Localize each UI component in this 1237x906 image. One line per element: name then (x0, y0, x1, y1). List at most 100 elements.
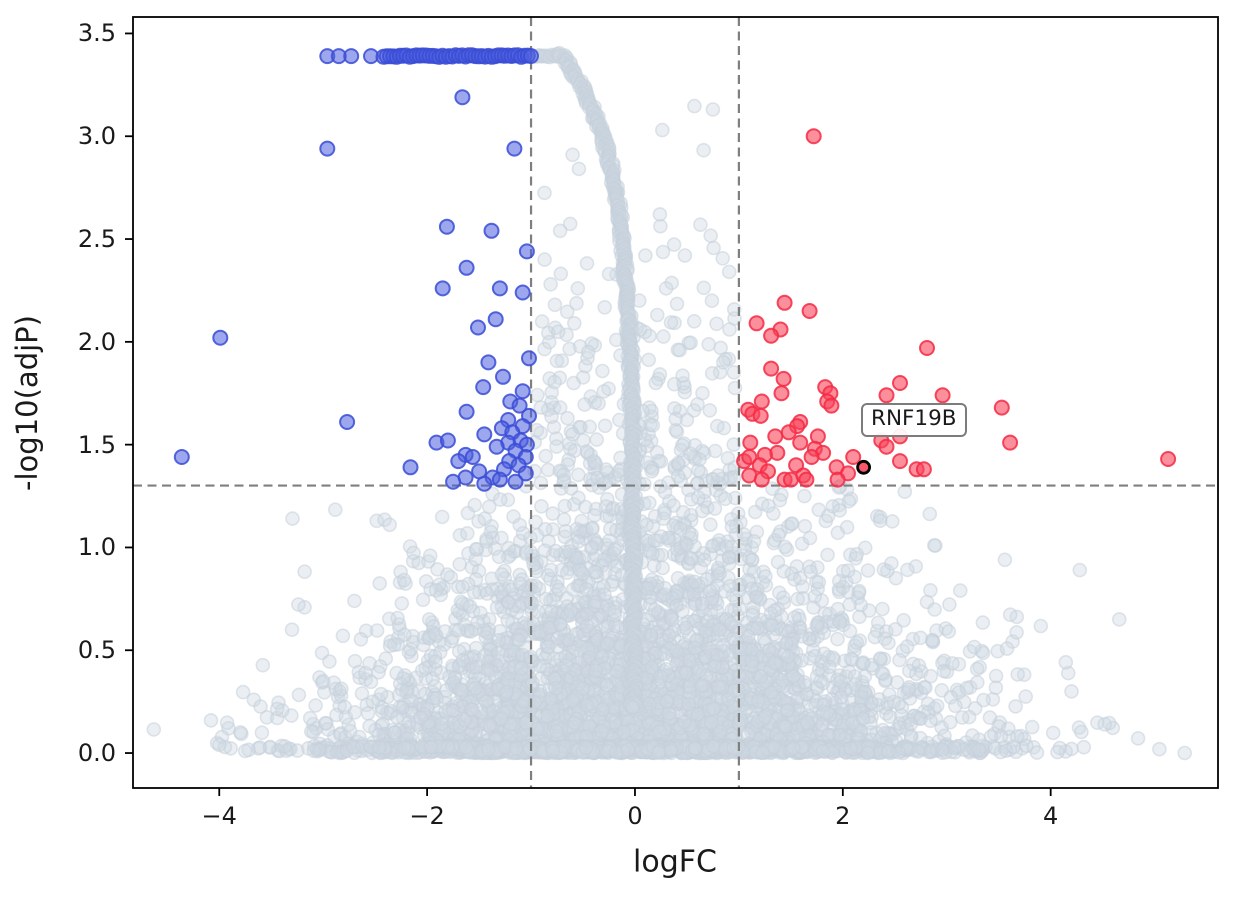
ns-point (1074, 724, 1089, 740)
ns-point (582, 419, 598, 435)
ns-point (1006, 739, 1021, 755)
ns-point (666, 237, 682, 252)
ns-point (538, 591, 554, 607)
ns-point (595, 363, 610, 379)
ns-point (369, 623, 385, 638)
ns-point (888, 621, 903, 637)
ns-point (434, 509, 450, 525)
ns-point (763, 685, 779, 700)
ns-point (545, 506, 561, 521)
ns-point (453, 682, 469, 697)
ns-point (657, 484, 673, 500)
ns-point (594, 649, 609, 664)
ns-point (809, 618, 825, 633)
ns-point (709, 316, 724, 332)
ns-point (840, 563, 856, 579)
ns-point (483, 524, 499, 540)
ns-point (285, 511, 300, 526)
ns-point (891, 744, 907, 760)
ns-point (406, 545, 421, 561)
ns-point (557, 498, 573, 514)
ns-point (570, 467, 586, 483)
ns-point (589, 432, 605, 447)
ns-point (913, 630, 928, 646)
ns-point (512, 576, 528, 591)
ns-point (1033, 618, 1049, 634)
ns-point (254, 725, 270, 741)
ns-point (607, 604, 622, 620)
ns-point (389, 665, 404, 681)
ns-point (559, 304, 575, 320)
ns-point (559, 658, 574, 673)
ns-point (482, 717, 497, 733)
ns-point (579, 256, 595, 271)
ns-point (584, 539, 600, 555)
ns-point (579, 581, 594, 597)
ns-point (1064, 741, 1079, 757)
ns-point (857, 684, 873, 700)
ns-point (709, 418, 725, 434)
ns-point (552, 400, 568, 415)
ns-point (566, 315, 582, 331)
ns-point (649, 307, 665, 323)
ns-point (371, 739, 387, 755)
ns-point (252, 740, 268, 755)
ns-point (394, 682, 410, 698)
ns-point (306, 743, 322, 759)
ns-point (541, 639, 556, 655)
ns-point (481, 499, 497, 515)
ns-point (669, 598, 684, 614)
ns-point (1076, 739, 1092, 755)
ns-point (976, 692, 991, 708)
ns-point (842, 597, 857, 612)
ns-point (705, 701, 721, 717)
ns-point (479, 586, 495, 601)
ns-point (540, 708, 555, 724)
ns-point (423, 739, 439, 755)
ns-point (569, 550, 585, 566)
ns-point (669, 643, 684, 659)
ns-point (704, 538, 720, 554)
ns-point (966, 639, 982, 655)
ns-point (567, 443, 583, 459)
ns-point (687, 574, 703, 590)
ns-point (745, 607, 760, 623)
ns-point (884, 514, 900, 529)
ns-point (463, 623, 479, 639)
ns-point (545, 743, 561, 759)
ns-point (706, 240, 721, 256)
ns-point (834, 689, 849, 705)
ns-point (537, 521, 553, 537)
ns-point (543, 276, 558, 292)
ns-point (849, 635, 865, 651)
ns-point (556, 467, 572, 483)
ns-point (501, 595, 516, 610)
ns-point (549, 439, 564, 454)
ns-point (386, 725, 402, 740)
ns-point (575, 681, 591, 697)
ns-point (534, 314, 550, 329)
ns-point (803, 564, 818, 580)
ns-point (253, 699, 268, 714)
ns-point (549, 724, 564, 739)
ns-point (726, 365, 742, 380)
ns-point (711, 679, 727, 695)
ns-point (870, 615, 886, 631)
ns-point (459, 525, 475, 541)
ns-point (843, 651, 859, 667)
ns-point (703, 228, 719, 243)
ns-point (811, 574, 827, 590)
ns-point (588, 594, 604, 610)
ns-point (901, 682, 917, 697)
ns-point (533, 400, 549, 415)
ns-point (468, 680, 483, 696)
ns-point (820, 547, 835, 563)
ns-point (1050, 744, 1065, 760)
ns-point (598, 499, 614, 514)
ns-point (587, 564, 603, 580)
ns-point (538, 448, 554, 464)
ns-point (529, 422, 545, 438)
ns-point (1058, 654, 1074, 670)
ns-point (702, 403, 718, 418)
ns-point (733, 713, 749, 728)
